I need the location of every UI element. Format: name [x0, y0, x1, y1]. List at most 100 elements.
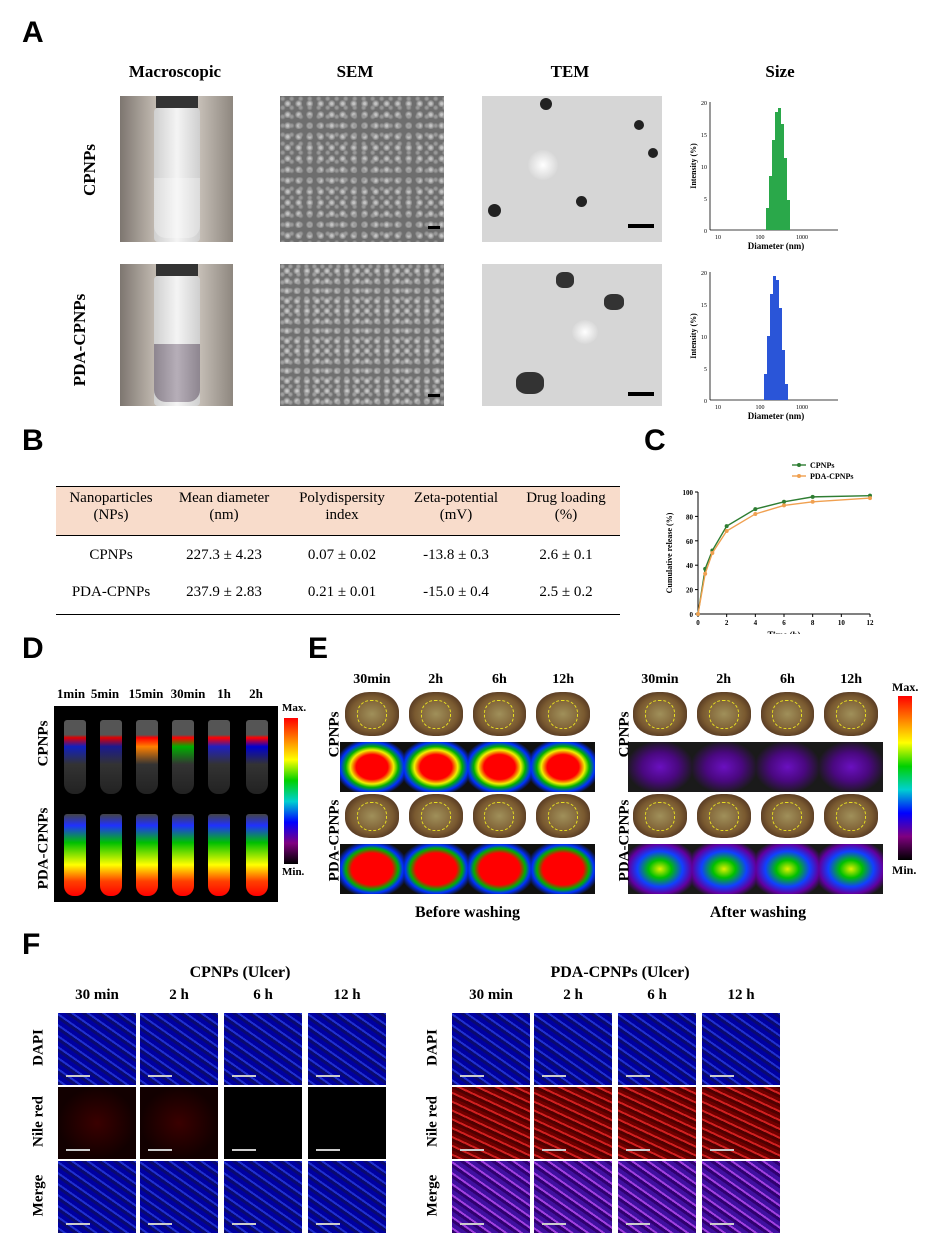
d-scale-min: Min.: [282, 866, 305, 878]
th-mean-diameter: Mean diameter: [178, 490, 270, 506]
vial-cpnps: [100, 720, 122, 794]
micrograph: [452, 1013, 530, 1085]
vial-pda-cpnps: [246, 814, 268, 896]
vial-photo-pda-cpnps: [120, 264, 233, 406]
micrograph: [702, 1013, 780, 1085]
micrograph: [224, 1013, 302, 1085]
d-color-scale: [284, 718, 298, 864]
micrograph: [618, 1161, 696, 1233]
micrograph: [452, 1161, 530, 1233]
micrograph: [140, 1161, 218, 1233]
tissue-photo: [472, 692, 527, 736]
d-row-label-pda-cpnps: PDA-CPNPs: [35, 807, 52, 890]
series-line-1: [697, 497, 871, 615]
micrograph: [534, 1087, 612, 1159]
micrograph: [452, 1087, 530, 1159]
e-scale-min: Min.: [892, 863, 917, 877]
tissue-photo: [536, 692, 590, 736]
lesion-outline: [772, 699, 803, 730]
scale-bar: [710, 1223, 734, 1225]
f-row-label: Merge: [424, 1174, 441, 1217]
cell-zeta: -15.0 ± 0.4: [423, 584, 489, 600]
sem-image-cpnps: [280, 96, 444, 242]
xtick: 1000: [796, 405, 808, 411]
f-time-label: 30 min: [75, 987, 119, 1003]
micrograph: [702, 1161, 780, 1233]
tissue-fluorescence: [755, 742, 820, 792]
sem-image-pda-cpnps: [280, 264, 444, 406]
f-pda-grid: 30 min 2 h 6 h 12 h DAPI Nile red Merge: [420, 985, 785, 1255]
lesion-outline: [548, 801, 578, 832]
f-row-label: Nile red: [30, 1096, 47, 1147]
x-tick-label: 10: [838, 619, 846, 627]
scale-bar: [542, 1223, 566, 1225]
lesion-outline: [356, 699, 387, 730]
micrograph: [534, 1013, 612, 1085]
y-tick-label: 80: [686, 513, 694, 521]
tissue-photo: [824, 692, 878, 736]
tem-image-cpnps: [482, 96, 662, 242]
lesion-outline: [772, 801, 803, 832]
f-time-label: 12 h: [333, 987, 361, 1003]
scale-bar: [66, 1149, 90, 1151]
f-time-label: 2 h: [169, 987, 189, 1003]
tissue-fluorescence: [628, 742, 692, 792]
data-point: [753, 511, 758, 516]
lesion-outline: [548, 699, 578, 730]
scale-bar: [148, 1149, 172, 1151]
e-time-label: 30min: [641, 672, 679, 687]
size-ylabel: Intensity (%): [689, 143, 698, 189]
data-point: [782, 503, 786, 508]
e-color-scale: [898, 696, 912, 860]
vial-cpnps: [208, 720, 230, 794]
scale-bar: [66, 1075, 90, 1077]
th-polydispersity: Polydispersity: [299, 490, 385, 506]
d-row-label-cpnps: CPNPs: [35, 720, 52, 767]
y-tick-label: 100: [683, 489, 694, 497]
f-time-label: 6 h: [647, 987, 667, 1003]
ytick: 15: [701, 133, 707, 139]
lesion-outline: [836, 801, 866, 832]
scale-bar: [232, 1223, 256, 1225]
legend-label: CPNPs: [810, 461, 834, 470]
tissue-photo: [696, 692, 751, 736]
f-time-label: 30 min: [469, 987, 513, 1003]
scale-bar: [148, 1223, 172, 1225]
tissue-photo: [760, 794, 815, 838]
ytick: 0: [704, 399, 707, 405]
tissue-photo: [408, 794, 463, 838]
col-header-sem: SEM: [336, 62, 374, 81]
cell-pdi: 0.07 ± 0.02: [307, 547, 377, 563]
y-tick-label: 40: [686, 562, 694, 570]
scale-bar: [460, 1223, 484, 1225]
micrograph: [58, 1161, 136, 1233]
data-point: [696, 612, 700, 616]
lesion-outline: [708, 801, 739, 832]
micrograph: [58, 1087, 136, 1159]
tissue-fluorescence: [467, 742, 532, 792]
x-tick-label: 4: [754, 619, 758, 627]
caption-before-washing: Before washing: [414, 904, 521, 921]
y-axis-label: Cumulative release (%): [665, 512, 674, 593]
cell-pdi: 0.21 ± 0.01: [307, 584, 377, 600]
e-time-label: 12h: [840, 672, 863, 687]
series-line-0: [697, 494, 871, 615]
table-row: CPNPs 227.3 ± 4.23 0.07 ± 0.02 -13.8 ± 0…: [56, 535, 620, 576]
tissue-photo: [345, 794, 399, 838]
legend-label: PDA-CPNPs: [810, 472, 854, 481]
d-scale-max: Max.: [282, 702, 307, 714]
tissue-fluorescence: [819, 844, 883, 894]
micrograph: [618, 1087, 696, 1159]
time-label: 1h: [217, 686, 231, 701]
lesion-outline: [420, 801, 451, 832]
xtick: 10: [715, 235, 721, 241]
micrograph: [618, 1013, 696, 1085]
vial-cpnps: [64, 720, 86, 794]
vial-pda-cpnps: [208, 814, 230, 896]
scale-bar: [316, 1223, 340, 1225]
micrograph: [534, 1161, 612, 1233]
lesion-outline: [644, 699, 675, 730]
time-label: 30min: [170, 686, 206, 701]
cell-np: PDA-CPNPs: [71, 584, 151, 600]
lesion-outline: [484, 801, 515, 832]
